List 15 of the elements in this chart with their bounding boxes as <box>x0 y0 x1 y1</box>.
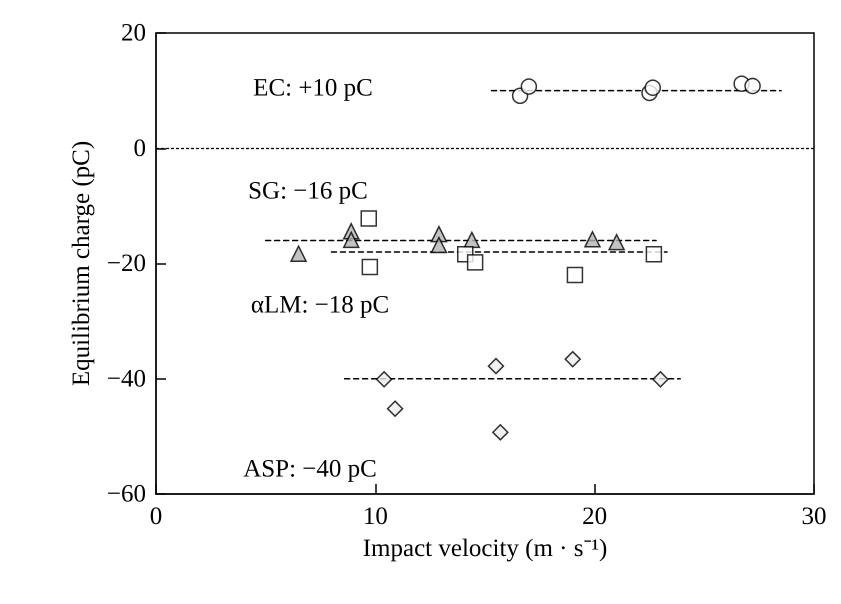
x-tick-label: 30 <box>802 503 826 530</box>
y-tick-label: −40 <box>106 365 146 392</box>
y-tick-label: 20 <box>121 20 146 46</box>
x-axis-title: Impact velocity (m · s⁻¹) <box>362 535 608 562</box>
x-tick-label: 0 <box>150 503 162 530</box>
y-tick-label: 0 <box>134 134 146 162</box>
y-tick-label: −60 <box>106 480 146 508</box>
x-tick-label: 20 <box>582 503 608 530</box>
y-tick-label: −20 <box>106 250 146 277</box>
y-axis-title: Equilibrium charge (pC) <box>68 140 95 386</box>
x-tick-label: 10 <box>362 503 388 530</box>
annotation: ASP: −40 pC <box>243 456 377 482</box>
annotation: EC: +10 pC <box>253 74 373 102</box>
annotation: αLM: −18 pC <box>250 292 390 318</box>
annotation: SG: −16 pC <box>248 178 368 204</box>
